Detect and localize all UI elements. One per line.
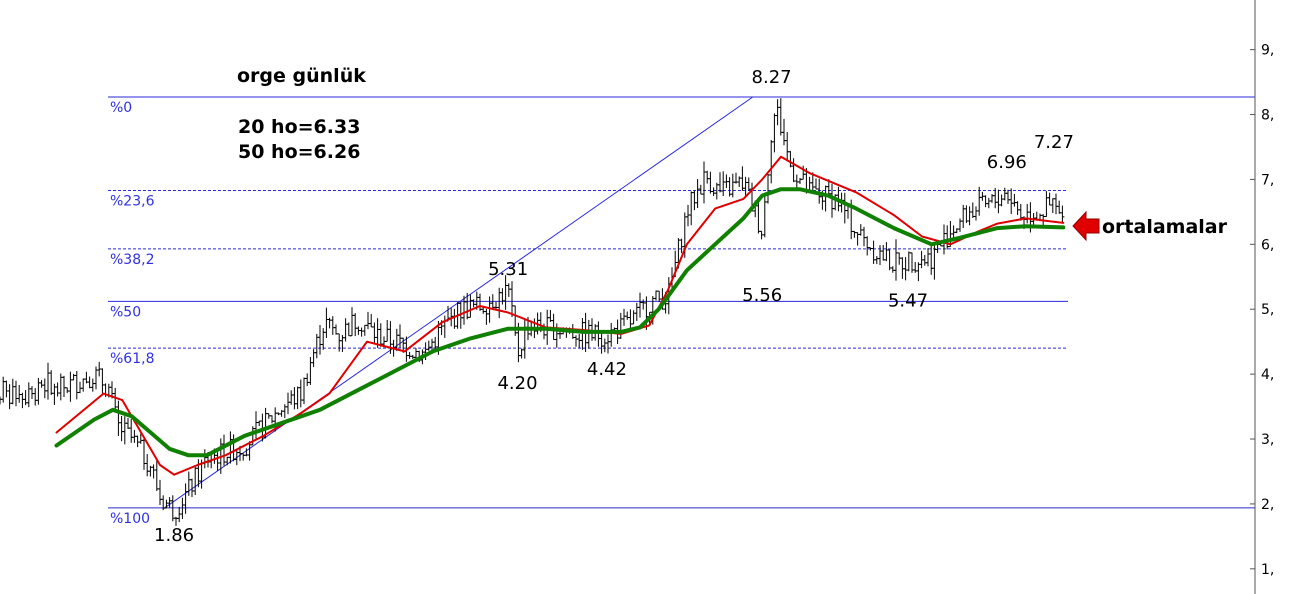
y-tick-label: 5, (1261, 302, 1274, 318)
price-annotation: 1.86 (154, 525, 194, 546)
y-tick-label: 7, (1261, 172, 1274, 188)
y-tick-label: 8, (1261, 108, 1274, 124)
ma-50-label: 50 ho=6.26 (238, 141, 360, 163)
ma-50-line (54, 187, 1066, 458)
price-annotations: 1.86 5.31 4.20 4.42 8.27 5.56 5.47 6.96 7.27 (154, 67, 1074, 546)
y-tick-label: 1, (1261, 562, 1274, 578)
chart-title: orge günlük (237, 65, 366, 87)
red-arrow-icon (1072, 210, 1100, 242)
fibonacci-label: %0 (110, 100, 132, 116)
fibonacci-levels: %0 %23,6 %38,2 %50 %61,8 %100 (108, 96, 1255, 527)
y-tick-label: 3, (1261, 432, 1274, 448)
price-annotation: 7.27 (1034, 132, 1074, 153)
fibonacci-label: %23,6 (110, 193, 155, 209)
y-tick-label: 9, (1261, 43, 1274, 59)
price-annotation: 4.42 (587, 359, 627, 380)
fibonacci-label: %50 (110, 304, 141, 320)
fibonacci-label: %38,2 (110, 252, 154, 268)
y-tick-label: 6, (1261, 237, 1274, 253)
callout: ortalamalar (1072, 210, 1228, 242)
fibonacci-label: %61,8 (110, 351, 154, 367)
y-tick-label: 2, (1261, 497, 1274, 513)
price-annotation: 8.27 (752, 67, 792, 88)
fibonacci-label: %100 (110, 511, 150, 527)
price-annotation: 5.56 (742, 285, 782, 306)
price-annotation: 5.47 (888, 291, 928, 312)
price-bars (0, 98, 1065, 526)
y-axis: 1, 2, 3, 4, 5, 6, 7, 8, 9, (1250, 0, 1274, 594)
price-annotation: 5.31 (488, 259, 528, 280)
callout-label: ortalamalar (1102, 216, 1228, 238)
price-annotation: 4.20 (497, 373, 537, 394)
price-annotation: 6.96 (987, 152, 1027, 173)
y-tick-label: 4, (1261, 367, 1274, 383)
ma-20-label: 20 ho=6.33 (238, 116, 360, 138)
ma-20-line (55, 155, 1065, 476)
moving-averages (54, 155, 1066, 476)
